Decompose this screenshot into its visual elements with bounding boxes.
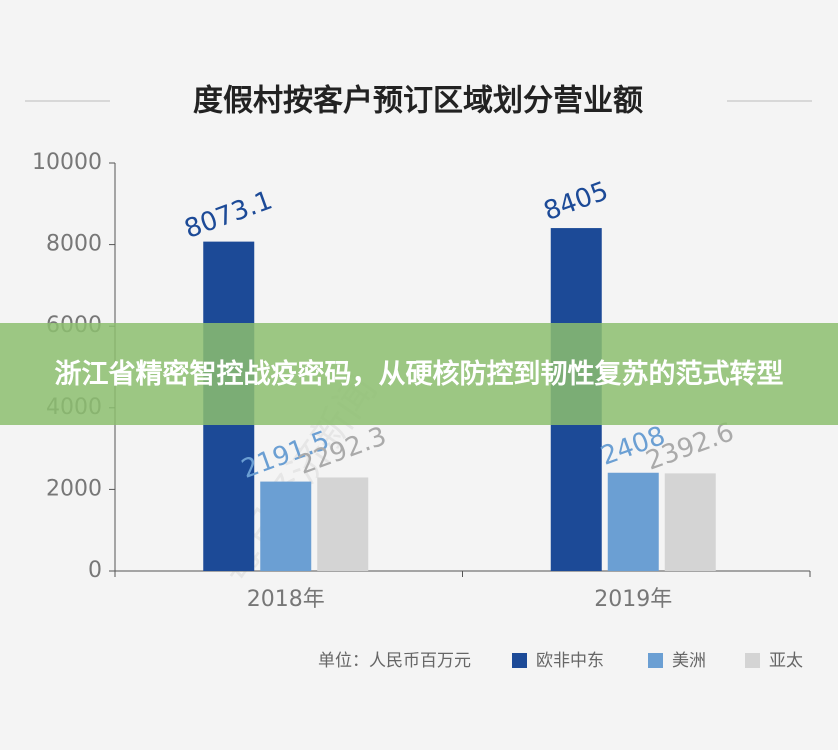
- bar: [317, 477, 369, 571]
- x-tick-label: 2019年: [594, 587, 672, 612]
- legend-label: 美洲: [672, 651, 706, 671]
- legend-swatch: [648, 653, 663, 668]
- unit-note: 单位：人民币百万元: [318, 651, 471, 671]
- banner: 浙江省精密智控战疫密码，从硬核防控到韧性复苏的范式转型: [0, 323, 838, 425]
- legend-swatch: [512, 653, 527, 668]
- chart-title: 度假村按客户预订区域划分营业额: [193, 84, 643, 119]
- y-tick-label: 2000: [46, 476, 102, 501]
- legend-swatch: [745, 653, 760, 668]
- legend-label: 欧非中东: [536, 651, 604, 671]
- data-label: 8073.1: [181, 185, 277, 244]
- y-tick-label: 0: [88, 558, 102, 583]
- legend-label: 亚太: [769, 651, 803, 671]
- x-tick-label: 2018年: [247, 587, 325, 612]
- bar: [664, 473, 716, 571]
- y-tick-label: 10000: [32, 150, 102, 175]
- bar: [607, 472, 659, 571]
- data-label: 8405: [540, 176, 612, 227]
- bar: [260, 481, 312, 571]
- y-tick-label: 8000: [46, 232, 102, 257]
